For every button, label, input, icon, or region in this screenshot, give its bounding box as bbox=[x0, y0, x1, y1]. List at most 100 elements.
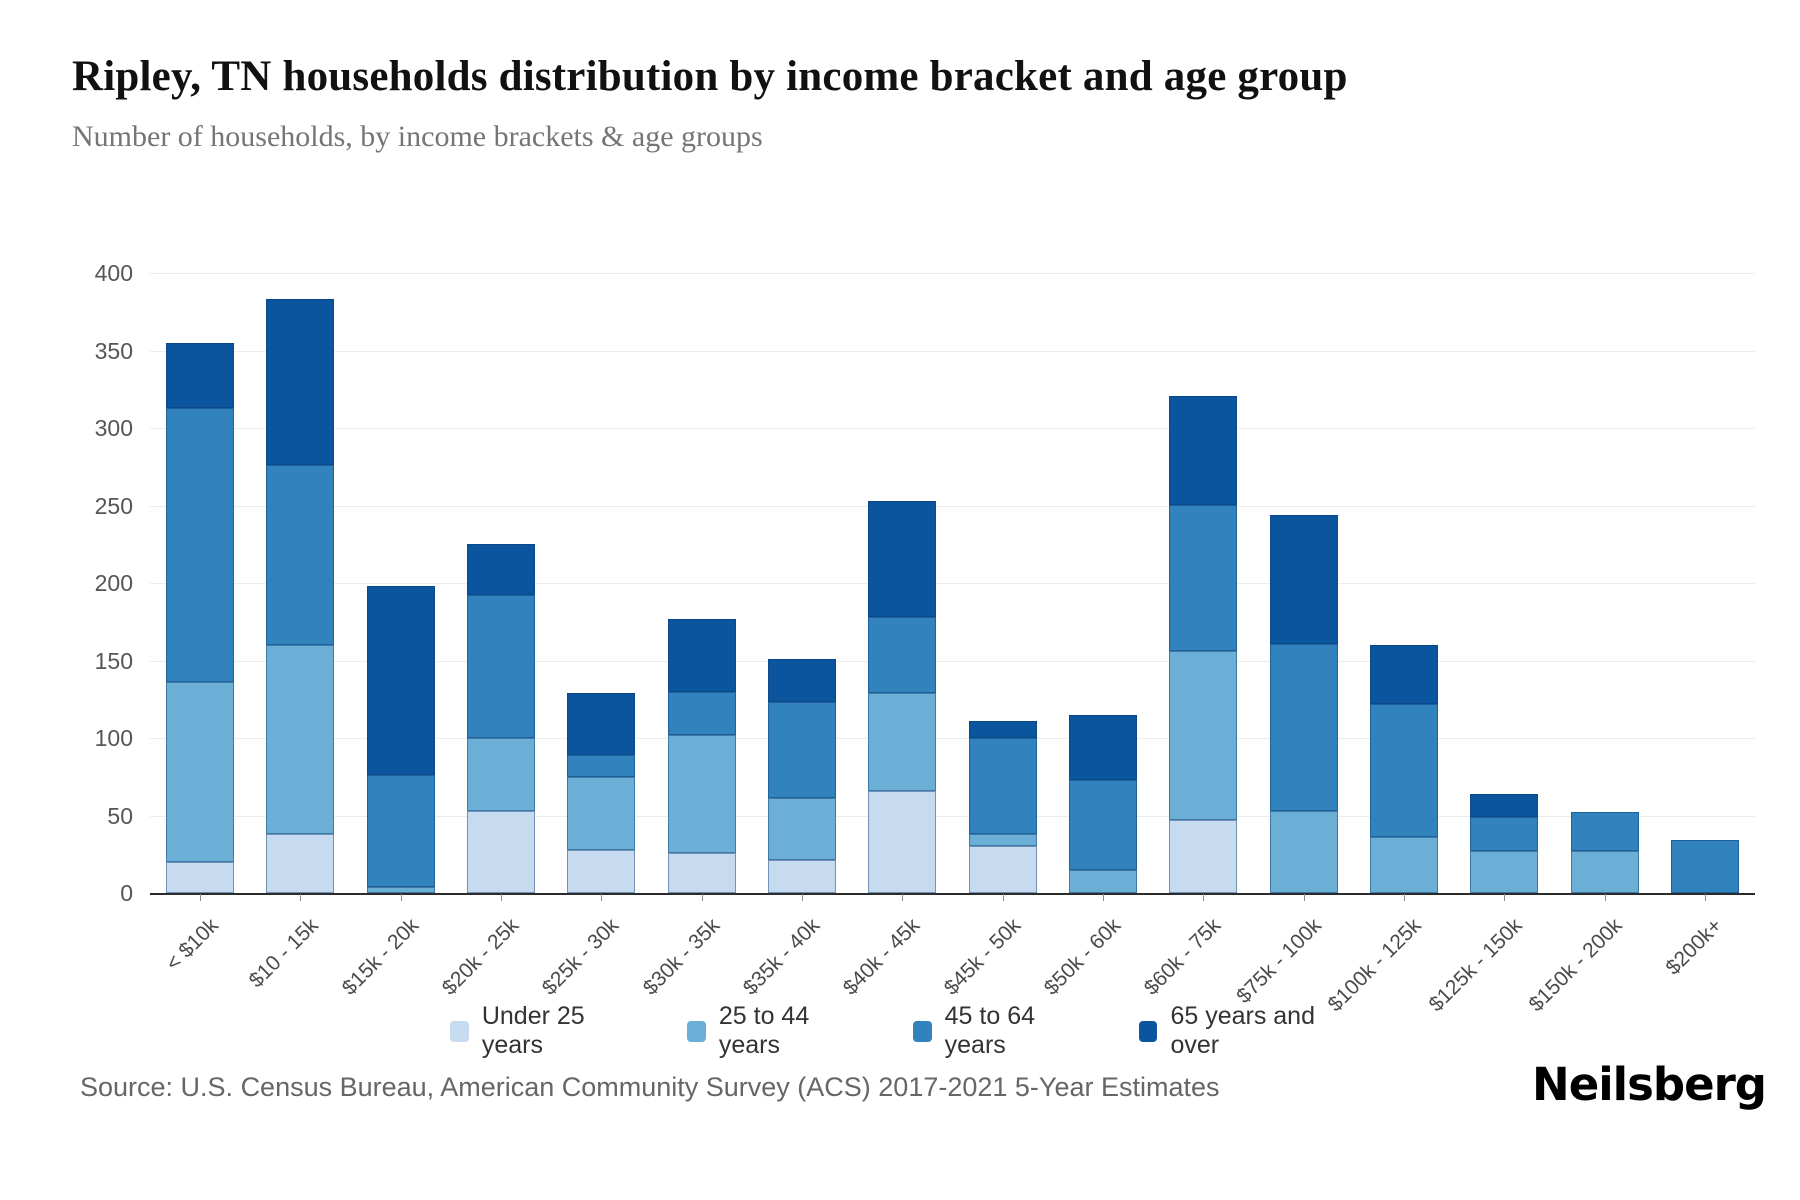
segment-45-to-64-years[interactable] bbox=[266, 465, 335, 645]
bar-band-6 bbox=[652, 253, 752, 901]
stacked-bar--20k-25k bbox=[467, 544, 536, 893]
bar-band-12 bbox=[1253, 253, 1353, 901]
segment-25-to-44-years[interactable] bbox=[968, 834, 1037, 846]
segment-25-to-44-years[interactable] bbox=[366, 887, 435, 893]
stacked-bar--125k-150k bbox=[1470, 794, 1539, 893]
x-tick-mark bbox=[1203, 894, 1205, 901]
segment-under-25-years[interactable] bbox=[1169, 820, 1238, 893]
x-tick-mark bbox=[1102, 894, 1104, 901]
legend-item-under-25-years[interactable]: Under 25 years bbox=[450, 1002, 635, 1060]
segment-25-to-44-years[interactable] bbox=[1369, 837, 1438, 893]
segment-45-to-64-years[interactable] bbox=[366, 775, 435, 887]
segment-45-to-64-years[interactable] bbox=[1169, 505, 1238, 651]
segment-45-to-64-years[interactable] bbox=[1470, 817, 1539, 851]
segment-under-25-years[interactable] bbox=[768, 860, 837, 893]
segment-45-to-64-years[interactable] bbox=[1068, 780, 1137, 870]
legend-label: 45 to 64 years bbox=[944, 1002, 1035, 1059]
x-tick-mark bbox=[1704, 894, 1706, 901]
bar-band-8 bbox=[852, 253, 952, 901]
bar-band-16 bbox=[1655, 253, 1755, 901]
x-tick-mark bbox=[1002, 894, 1004, 901]
segment-45-to-64-years[interactable] bbox=[768, 702, 837, 798]
bar-band-1 bbox=[150, 253, 250, 901]
segment-45-to-64-years[interactable] bbox=[166, 408, 235, 682]
neilsberg-logo[interactable]: Neilsberg bbox=[1532, 1058, 1767, 1111]
segment-under-25-years[interactable] bbox=[868, 791, 937, 893]
segment-45-to-64-years[interactable] bbox=[1369, 704, 1438, 837]
segment-under-25-years[interactable] bbox=[567, 850, 636, 893]
segment-under-25-years[interactable] bbox=[667, 853, 736, 893]
segment-25-to-44-years[interactable] bbox=[667, 735, 736, 853]
segment-65-years-and-over[interactable] bbox=[768, 659, 837, 702]
x-tick-mark bbox=[400, 894, 402, 901]
segment-45-to-64-years[interactable] bbox=[968, 738, 1037, 834]
segment-under-25-years[interactable] bbox=[968, 846, 1037, 893]
x-axis-label-12: $75k - 100k bbox=[1231, 914, 1326, 1008]
y-tick-label-250: 250 bbox=[94, 492, 133, 519]
legend-item-25-to-44-years[interactable]: 25 to 44 years bbox=[687, 1002, 861, 1060]
stacked-bar--60k-75k bbox=[1169, 396, 1238, 893]
x-axis-label-11: $60k - 75k bbox=[1139, 914, 1226, 1000]
x-tick-mark bbox=[1604, 894, 1606, 901]
segment-25-to-44-years[interactable] bbox=[768, 798, 837, 860]
segment-under-25-years[interactable] bbox=[467, 811, 536, 893]
segment-25-to-44-years[interactable] bbox=[1470, 851, 1539, 893]
segment-65-years-and-over[interactable] bbox=[266, 299, 335, 465]
y-tick-label-0: 0 bbox=[120, 880, 133, 906]
segment-65-years-and-over[interactable] bbox=[968, 721, 1037, 738]
segment-25-to-44-years[interactable] bbox=[1169, 651, 1238, 820]
y-tick-label-100: 100 bbox=[94, 725, 133, 751]
segment-65-years-and-over[interactable] bbox=[567, 693, 636, 755]
page-title: Ripley, TN households distribution by in… bbox=[72, 53, 1348, 100]
x-tick-mark bbox=[200, 894, 202, 901]
segment-65-years-and-over[interactable] bbox=[868, 501, 937, 617]
stacked-bar--200k- bbox=[1670, 840, 1739, 893]
segment-65-years-and-over[interactable] bbox=[1369, 645, 1438, 704]
segment-65-years-and-over[interactable] bbox=[1169, 396, 1238, 505]
bar-band-14 bbox=[1454, 253, 1554, 901]
legend-label: 65 years and over bbox=[1170, 1002, 1315, 1059]
stacked-bar--45k-50k bbox=[968, 721, 1037, 893]
segment-65-years-and-over[interactable] bbox=[1068, 715, 1137, 780]
legend-swatch-icon bbox=[912, 1020, 932, 1042]
segment-45-to-64-years[interactable] bbox=[1570, 812, 1639, 851]
segment-45-to-64-years[interactable] bbox=[1269, 644, 1338, 811]
segment-under-25-years[interactable] bbox=[266, 834, 335, 893]
stacked-bar--30k-35k bbox=[667, 619, 736, 893]
segment-25-to-44-years[interactable] bbox=[467, 738, 536, 811]
segment-65-years-and-over[interactable] bbox=[467, 544, 536, 595]
legend-swatch-icon bbox=[450, 1020, 469, 1042]
segment-65-years-and-over[interactable] bbox=[366, 586, 435, 775]
segment-25-to-44-years[interactable] bbox=[166, 682, 235, 862]
segment-45-to-64-years[interactable] bbox=[467, 595, 536, 738]
stacked-bar--25k-30k bbox=[567, 693, 636, 893]
chart-legend: Under 25 years 25 to 44 years 45 to 64 yea… bbox=[450, 1002, 1350, 1060]
gridline-0 bbox=[150, 893, 1755, 895]
segment-65-years-and-over[interactable] bbox=[1269, 515, 1338, 644]
segment-65-years-and-over[interactable] bbox=[667, 619, 736, 692]
x-tick-mark bbox=[300, 894, 302, 901]
gridline-150 bbox=[150, 660, 1755, 662]
segment-45-to-64-years[interactable] bbox=[1670, 840, 1739, 893]
legend-item-45-to-64-years[interactable]: 45 to 64 years bbox=[912, 1002, 1087, 1060]
segment-45-to-64-years[interactable] bbox=[667, 692, 736, 735]
segment-25-to-44-years[interactable] bbox=[1570, 851, 1639, 893]
segment-45-to-64-years[interactable] bbox=[567, 755, 636, 777]
segment-25-to-44-years[interactable] bbox=[1269, 811, 1338, 893]
segment-25-to-44-years[interactable] bbox=[567, 777, 636, 850]
segment-under-25-years[interactable] bbox=[166, 862, 235, 893]
y-tick-label-350: 350 bbox=[94, 337, 133, 364]
segment-65-years-and-over[interactable] bbox=[1470, 794, 1539, 817]
legend-item-65-years-and-over[interactable]: 65 years and over bbox=[1138, 1002, 1350, 1060]
source-note: Source: U.S. Census Bureau, American Com… bbox=[80, 1072, 1220, 1102]
legend-label: Under 25 years bbox=[481, 1002, 585, 1059]
segment-25-to-44-years[interactable] bbox=[868, 693, 937, 791]
segment-65-years-and-over[interactable] bbox=[166, 343, 235, 408]
segment-25-to-44-years[interactable] bbox=[1068, 870, 1137, 893]
y-tick-label-400: 400 bbox=[94, 260, 133, 286]
segment-25-to-44-years[interactable] bbox=[266, 645, 335, 834]
segment-45-to-64-years[interactable] bbox=[868, 617, 937, 693]
gridline-300 bbox=[150, 428, 1755, 429]
x-axis-label-5: $25k - 30k bbox=[538, 914, 624, 1000]
